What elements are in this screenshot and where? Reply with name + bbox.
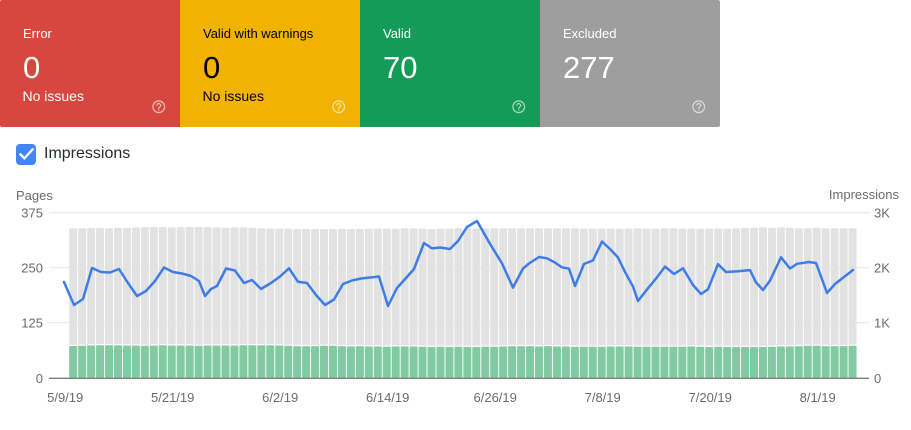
- svg-text:Impressions: Impressions: [829, 187, 900, 202]
- svg-text:375: 375: [21, 205, 43, 220]
- svg-text:Pages: Pages: [16, 188, 53, 203]
- svg-text:6/14/19: 6/14/19: [366, 390, 409, 405]
- svg-text:7/8/19: 7/8/19: [585, 390, 621, 405]
- svg-text:3K: 3K: [874, 205, 890, 220]
- svg-text:0: 0: [874, 371, 881, 386]
- svg-text:7/20/19: 7/20/19: [689, 390, 732, 405]
- svg-text:5/9/19: 5/9/19: [47, 390, 83, 405]
- svg-text:1K: 1K: [874, 315, 890, 330]
- svg-text:8/1/19: 8/1/19: [800, 390, 836, 405]
- svg-text:250: 250: [21, 260, 43, 275]
- svg-text:5/21/19: 5/21/19: [151, 390, 194, 405]
- svg-text:0: 0: [36, 371, 43, 386]
- svg-text:6/2/19: 6/2/19: [262, 390, 298, 405]
- svg-text:2K: 2K: [874, 260, 890, 275]
- svg-text:6/26/19: 6/26/19: [474, 390, 517, 405]
- svg-text:125: 125: [21, 315, 43, 330]
